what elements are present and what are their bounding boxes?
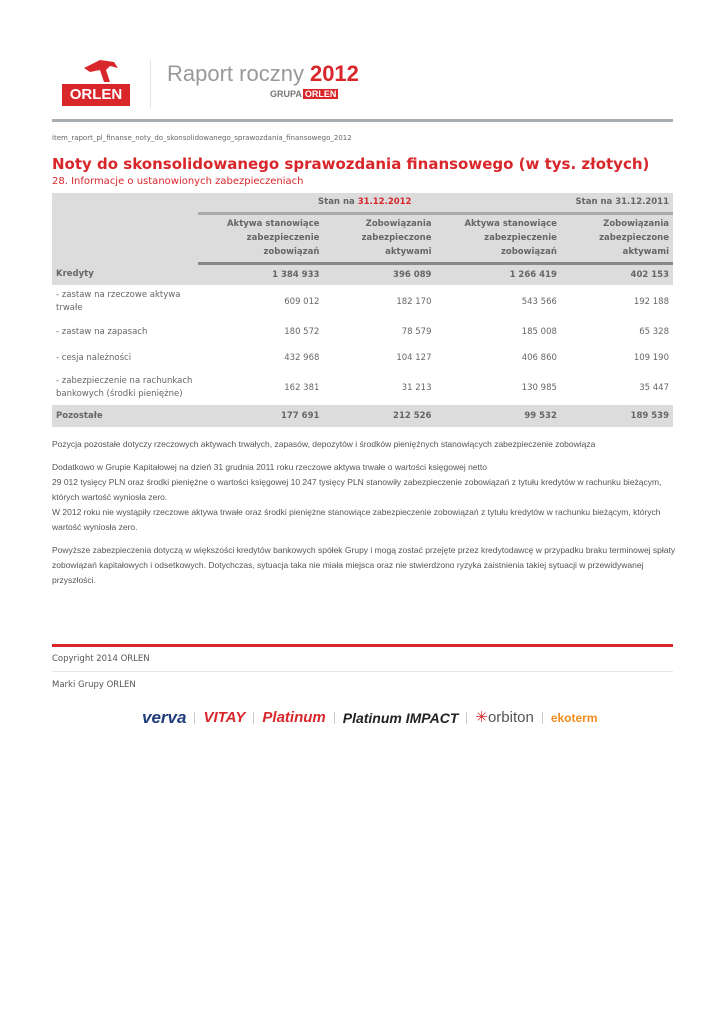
- row-label: - zastaw na zapasach: [56, 326, 148, 337]
- cell: 162 381: [284, 382, 320, 393]
- divider: [253, 712, 255, 724]
- period-2012: Stan na 31.12.2012: [198, 193, 436, 213]
- report-year: 2012: [309, 61, 359, 86]
- paragraph: Dodatkowo w Grupie Kapitałowej na dzień …: [52, 462, 487, 472]
- collateral-table: Stan na 31.12.2012 Stan na 31.12.2011 Ak…: [52, 193, 673, 427]
- brand-platinum-impact-logo[interactable]: Platinum IMPACT: [342, 710, 459, 726]
- divider: [541, 712, 543, 724]
- cell: 182 170: [396, 296, 432, 307]
- group-logo: GRUPA ORLEN: [270, 89, 339, 100]
- cell: 402 153: [560, 263, 673, 285]
- cell: 1 384 933: [198, 263, 324, 285]
- column-header: Aktywa stanowiące zabezpieczenie zobowią…: [198, 211, 324, 265]
- table-period-header: Stan na 31.12.2012 Stan na 31.12.2011: [52, 193, 673, 213]
- cell: 396 089: [323, 263, 436, 285]
- eagle-icon: [84, 60, 118, 82]
- row-label: Pozostałe: [52, 405, 198, 427]
- page-title: Noty do skonsolidowanego sprawozdania fi…: [52, 155, 650, 173]
- cell: 1 266 419: [435, 263, 561, 285]
- orbiton-star-icon: ✳: [475, 709, 488, 726]
- paragraph: W 2012 roku nie wystąpiły rzeczowe aktyw…: [52, 507, 661, 532]
- column-header: Aktywa stanowiące zabezpieczenie zobowią…: [435, 211, 561, 265]
- cell: 99 532: [435, 405, 561, 427]
- cell: 180 572: [284, 326, 320, 337]
- cell: 177 691: [198, 405, 324, 427]
- row-label: - zabezpieczenie na rachunkach bankowych…: [56, 376, 193, 399]
- row-label: Kredyty: [52, 263, 198, 285]
- table-row: - cesja należności 432 968 104 127 406 860 1…: [52, 345, 673, 371]
- period-date: 31.12.2012: [357, 197, 412, 208]
- logo-text: ORLEN: [62, 84, 130, 106]
- group-name: ORLEN: [302, 89, 339, 99]
- cell: 130 985: [521, 382, 557, 393]
- cell: 189 539: [560, 405, 673, 427]
- cell: 104 127: [396, 352, 432, 363]
- table-row: Kredyty 1 384 933 396 089 1 266 419 402 153: [52, 263, 673, 285]
- brands-label: Marki Grupy ORLEN: [52, 680, 136, 690]
- header-divider: [52, 119, 673, 122]
- table-row: - zastaw na zapasach 180 572 78 579 185 008…: [52, 319, 673, 345]
- paragraph: Pozycja pozostałe dotyczy rzeczowych akt…: [52, 439, 596, 449]
- table-column-header: Aktywa stanowiące zabezpieczenie zobowią…: [52, 211, 673, 265]
- row-label: - cesja należności: [56, 352, 132, 363]
- cell: 185 008: [521, 326, 557, 337]
- divider: [466, 712, 468, 724]
- brand-name: orbiton: [487, 709, 534, 726]
- table-row: Pozostałe 177 691 212 526 99 532 189 539: [52, 405, 673, 427]
- cell: 406 860: [521, 352, 557, 363]
- brand-vitay-logo[interactable]: VITAY: [203, 709, 246, 726]
- brand-platinum-logo[interactable]: Platinum: [262, 709, 326, 726]
- cell: 609 012: [284, 296, 320, 307]
- divider: [194, 712, 196, 724]
- footer-divider: [52, 644, 673, 647]
- period-2011: Stan na 31.12.2011: [435, 193, 673, 213]
- cell: 432 968: [284, 352, 320, 363]
- cell: 543 566: [521, 296, 557, 307]
- section-subtitle: 28. Informacje o ustanowionych zabezpiec…: [52, 176, 304, 187]
- orlen-logo[interactable]: ORLEN: [62, 58, 130, 106]
- divider: [52, 671, 673, 672]
- table-row: - zabezpieczenie na rachunkach bankowych…: [52, 371, 673, 405]
- report-title-text: Raport roczny: [167, 61, 304, 86]
- cell: 31 213: [401, 382, 432, 393]
- brand-verva-logo[interactable]: verva: [142, 708, 187, 727]
- paragraph: 29 012 tysięcy PLN oraz środki pieniężne…: [52, 477, 662, 502]
- empty-header: [52, 193, 198, 213]
- breadcrumb: item_raport_pl_finanse_noty_do_skonsolid…: [52, 134, 352, 142]
- column-header: Zobowiązania zabezpieczone aktywami: [323, 211, 436, 265]
- cell: 192 188: [633, 296, 669, 307]
- brand-ekoterm-logo[interactable]: ekoterm: [550, 711, 598, 725]
- divider: [333, 712, 335, 724]
- content: Stan na 31.12.2012 Stan na 31.12.2011 Ak…: [52, 193, 677, 727]
- brands-row: verva VITAY Platinum Platinum IMPACT ✳or…: [142, 709, 677, 727]
- cell: 35 447: [639, 382, 669, 393]
- group-prefix: GRUPA: [270, 89, 302, 99]
- cell: 212 526: [323, 405, 436, 427]
- cell: 65 328: [639, 326, 669, 337]
- empty-header: [52, 213, 198, 263]
- report-title: Raport roczny 2012: [167, 62, 359, 86]
- cell: 109 190: [633, 352, 669, 363]
- divider: [150, 60, 151, 108]
- table-row: - zastaw na rzeczowe aktywa trwałe 609 01…: [52, 285, 673, 319]
- column-header: Zobowiązania zabezpieczone aktywami: [560, 211, 673, 265]
- period-prefix: Stan na: [318, 197, 355, 208]
- paragraph: Powyższe zabezpieczenia dotyczą w większ…: [52, 545, 676, 585]
- copyright: Copyright 2014 ORLEN: [52, 654, 150, 664]
- row-label: - zastaw na rzeczowe aktywa trwałe: [56, 290, 181, 313]
- cell: 78 579: [401, 326, 432, 337]
- brand-orbiton-logo[interactable]: ✳orbiton: [475, 709, 533, 727]
